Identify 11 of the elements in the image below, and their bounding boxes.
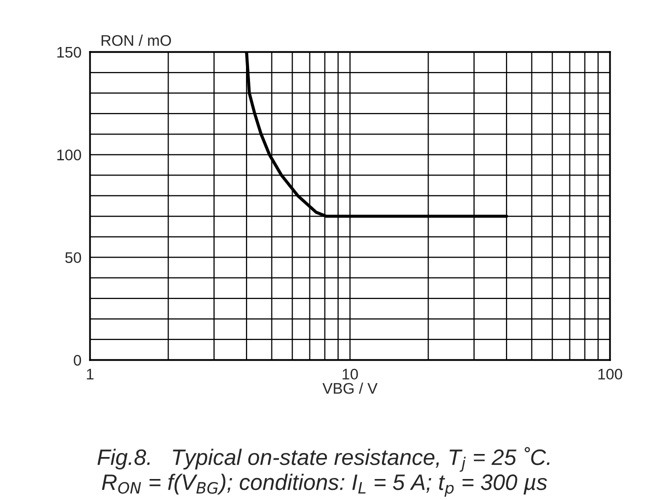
- text: R$_{ON}$ = f(V$_{BG}$); conditions: I$_{L}$ = 5 A; t$_{p}$ = 300 µs: [102, 474, 548, 497]
- y-tick-label: 150: [57, 46, 82, 58]
- y-tick-label: 0: [74, 354, 82, 366]
- x-tick-label: 1: [86, 368, 94, 380]
- x-tick-label: 100: [598, 368, 622, 380]
- y-tick-label: 100: [57, 150, 82, 160]
- y-axis-title: RON / mO: [102, 34, 171, 46]
- x-axis-title: VBG / V: [322, 382, 378, 394]
- y-tick-label: 50: [65, 252, 82, 264]
- x-tick-label: 10: [342, 368, 358, 380]
- text: Fig.8. Typical on-state resistance, T$_{j}$ = 25 ˚C.: [98, 447, 550, 472]
